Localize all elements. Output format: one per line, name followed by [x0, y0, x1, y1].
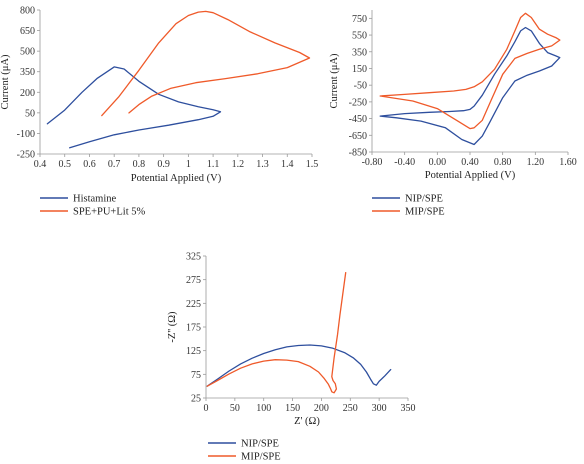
x-tick-label: 0.40 [461, 157, 479, 168]
y-tick-label: -250 [349, 97, 367, 108]
chart-eis: 0 50 100 150 200 250 300 350 25 75 125 175 225 275 325… [167, 252, 416, 463]
y-tick-label: 500 [20, 47, 35, 58]
y-tick-label: 650 [20, 26, 35, 37]
y-tick-label: -250 [17, 150, 35, 161]
legend-label: MIP/SPE [241, 452, 281, 463]
series-line-spe-pu-lit-5- [101, 10, 311, 117]
y-tick-label: 225 [186, 299, 201, 310]
x-tick-label: 1.60 [559, 157, 577, 168]
y-tick-label: 550 [352, 31, 367, 42]
y-tick-label: -450 [349, 114, 367, 125]
y-tick-label: 325 [186, 252, 201, 263]
x-tick-label: 150 [285, 403, 300, 414]
x-tick-label: 1.4 [281, 159, 294, 170]
x-axis-label: Z' (Ω) [294, 416, 320, 427]
legend-label: SPE+PU+Lit 5% [73, 207, 145, 218]
y-tick-label: -50 [354, 81, 367, 92]
y-tick-label: -650 [349, 131, 367, 142]
y-tick-label: 50 [25, 108, 35, 119]
series-line-histamine [46, 66, 222, 149]
y-tick-label: 150 [352, 64, 367, 75]
y-tick-label: 175 [186, 323, 201, 334]
x-tick-label: 1.1 [207, 159, 220, 170]
x-tick-label: 0.4 [34, 159, 47, 170]
x-axis-label: Potential Applied (V) [425, 170, 516, 181]
series-line-mip-spe [206, 271, 347, 394]
legend-label: MIP/SPE [405, 207, 445, 218]
x-tick-label: 0 [204, 403, 209, 414]
y-tick-label: 800 [20, 6, 35, 17]
x-tick-label: 300 [372, 403, 387, 414]
x-tick-label: 250 [343, 403, 358, 414]
y-tick-label: 350 [352, 47, 367, 58]
x-tick-label: 0.6 [83, 159, 96, 170]
y-axis-label: Current (μA) [0, 54, 11, 109]
legend-label: NIP/SPE [241, 439, 279, 450]
x-tick-label: 0.5 [58, 159, 71, 170]
legend-label: NIP/SPE [405, 194, 443, 205]
x-tick-label: 0.80 [494, 157, 512, 168]
y-tick-label: 200 [20, 88, 35, 99]
x-tick-label: 100 [256, 403, 271, 414]
y-tick-label: 125 [186, 346, 201, 357]
x-tick-label: 0.9 [157, 159, 170, 170]
x-tick-label: 1.3 [256, 159, 269, 170]
legend-label: Histamine [73, 194, 116, 205]
chart-cv2: -0.80 -0.40 0.00 0.40 0.80 1.20 1.60 -850 -650 -4… [329, 10, 577, 218]
x-tick-label: 1.2 [232, 159, 245, 170]
y-tick-label: 75 [191, 370, 201, 381]
chart-cv1: 0.4 0.5 0.6 0.7 0.8 0.9 1 1.1 1.2 1.3 1.4 1.5 -250 -1… [0, 6, 318, 218]
x-tick-label: 50 [230, 403, 240, 414]
x-tick-label: 1.20 [527, 157, 545, 168]
y-tick-label: 275 [186, 275, 201, 286]
x-tick-label: 0.7 [108, 159, 121, 170]
series-line-nip-spe [206, 344, 392, 387]
x-tick-label: 350 [401, 403, 416, 414]
y-tick-label: 25 [191, 394, 201, 405]
x-axis-label: Potential Applied (V) [131, 173, 222, 184]
y-axis-label: Current (μA) [329, 53, 340, 108]
x-tick-label: 1 [186, 159, 191, 170]
y-axis-label: -Z'' (Ω) [167, 311, 178, 343]
x-tick-label: 0.00 [429, 157, 447, 168]
x-tick-label: -0.80 [362, 157, 383, 168]
x-tick-label: -0.40 [394, 157, 415, 168]
y-tick-label: -850 [349, 148, 367, 159]
y-tick-label: 350 [20, 67, 35, 78]
series-line-mip-spe [379, 12, 561, 130]
x-tick-label: 1.5 [306, 159, 319, 170]
x-tick-label: 200 [314, 403, 329, 414]
x-tick-label: 0.8 [133, 159, 146, 170]
series-line-nip-spe [379, 26, 561, 146]
y-tick-label: 750 [352, 14, 367, 25]
y-tick-label: -100 [17, 129, 35, 140]
